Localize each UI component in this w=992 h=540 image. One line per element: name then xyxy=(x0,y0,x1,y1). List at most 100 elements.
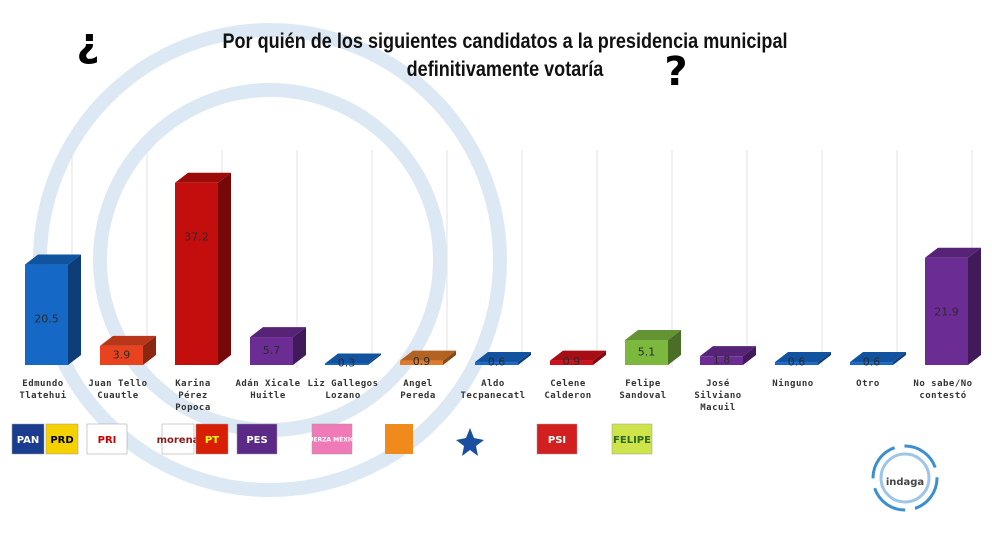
bar xyxy=(475,352,531,365)
bar xyxy=(325,353,381,365)
bar-side xyxy=(218,172,231,365)
bar-top xyxy=(100,335,156,346)
value-label: 3.9 xyxy=(113,348,131,361)
x-tick-label: Otro xyxy=(856,379,880,389)
bar-top xyxy=(325,353,381,364)
party-logo-text: PRI xyxy=(98,435,117,446)
bar-front xyxy=(850,362,893,365)
x-tick-label: Angel Pereda xyxy=(400,379,436,401)
bar xyxy=(700,346,756,365)
bar-side xyxy=(368,353,381,365)
bar-front xyxy=(250,337,293,365)
bar xyxy=(400,350,456,365)
bar-side xyxy=(818,352,831,365)
value-label: 5.1 xyxy=(638,346,656,359)
x-tick-label: Edmundo Tlatehui xyxy=(19,379,67,401)
bar-front xyxy=(925,257,968,365)
party-logo xyxy=(161,423,195,455)
value-label: 0.9 xyxy=(413,355,431,368)
party-logo xyxy=(385,424,413,454)
value-label: 0.9 xyxy=(563,355,581,368)
party-logo-text: FELIPE xyxy=(613,435,651,446)
bar-front xyxy=(325,363,368,365)
x-tick-label: Ninguno xyxy=(772,379,814,389)
bar-top xyxy=(625,330,681,341)
value-label: 0.6 xyxy=(788,356,806,369)
party-logo-text: PT xyxy=(205,435,219,446)
bar xyxy=(250,327,306,365)
party-logo-text: PRD xyxy=(50,435,73,446)
x-tick-label: Felipe Sandoval xyxy=(619,379,667,401)
bar xyxy=(175,172,231,365)
bar xyxy=(550,350,606,365)
value-label: 21.9 xyxy=(934,306,959,319)
bar-top xyxy=(550,350,606,361)
value-label: 0.6 xyxy=(488,356,506,369)
bar-top xyxy=(925,247,981,258)
bar-top xyxy=(475,352,531,363)
bar-side xyxy=(743,346,756,365)
background-rings xyxy=(33,23,507,497)
x-tick-label: Juan Tello Cuautle xyxy=(88,379,148,401)
x-tick-label: Karina Pérez Popoca xyxy=(175,379,211,413)
bar-front xyxy=(700,356,743,365)
bar-top xyxy=(700,346,756,357)
bar-top xyxy=(400,350,456,361)
x-tick-label: Adán Xicale Huitle xyxy=(235,379,301,401)
brand-logo xyxy=(871,444,939,512)
bar xyxy=(625,330,681,365)
bar-side xyxy=(443,350,456,365)
chart-title: Por quién de los siguientes candidatos a… xyxy=(222,30,788,81)
x-tick-label: Liz Gallegos Lozano xyxy=(307,379,379,401)
bar-front xyxy=(25,264,68,365)
bar-side xyxy=(293,327,306,365)
bar-side xyxy=(893,352,906,365)
bar xyxy=(25,254,81,365)
value-label: 5.7 xyxy=(263,344,281,357)
bar-front xyxy=(100,345,143,365)
bar-side xyxy=(68,254,81,365)
bar xyxy=(775,352,831,365)
bar-side xyxy=(518,352,531,365)
party-logo-text: morena xyxy=(157,435,200,446)
party-logo xyxy=(45,423,79,455)
bar-side xyxy=(968,247,981,365)
bar xyxy=(100,335,156,365)
x-tick-label: No sabe/No contestó xyxy=(913,379,973,401)
party-logo xyxy=(311,423,353,455)
party-logo xyxy=(195,423,229,455)
bar-front xyxy=(550,360,593,365)
party-logo xyxy=(456,428,484,456)
party-logo xyxy=(11,423,45,455)
party-logo xyxy=(536,423,578,455)
value-label: 37.2 xyxy=(184,231,209,244)
x-tick-label: Aldo Tecpanecatl xyxy=(460,379,526,401)
bar-front xyxy=(775,362,818,365)
bar-front xyxy=(475,362,518,365)
x-tick-label: Celene Calderon xyxy=(544,379,592,401)
bar-top xyxy=(775,352,831,363)
party-logo-text: PSI xyxy=(548,435,566,446)
party-logo xyxy=(86,423,128,455)
title-mark-open: ¿ xyxy=(76,20,99,66)
bar-front xyxy=(625,340,668,365)
bar-side xyxy=(668,330,681,365)
value-label: 1.8 xyxy=(713,354,731,367)
bar-front xyxy=(400,360,443,365)
value-label: 0.6 xyxy=(863,356,881,369)
value-label: 0.3 xyxy=(338,356,356,369)
party-logo xyxy=(611,423,653,455)
party-logo-text: FUERZA MÉXICO xyxy=(304,436,359,444)
bar-top xyxy=(250,327,306,338)
bar-top xyxy=(175,172,231,183)
party-logo-text: PAN xyxy=(17,435,40,446)
x-tick-label: José Silviano Macuil xyxy=(694,379,742,413)
bar xyxy=(925,247,981,365)
bar-top xyxy=(25,254,81,265)
bar xyxy=(850,352,906,365)
party-logo xyxy=(236,423,278,455)
bar-front xyxy=(175,182,218,365)
brand: indaga xyxy=(886,477,924,488)
